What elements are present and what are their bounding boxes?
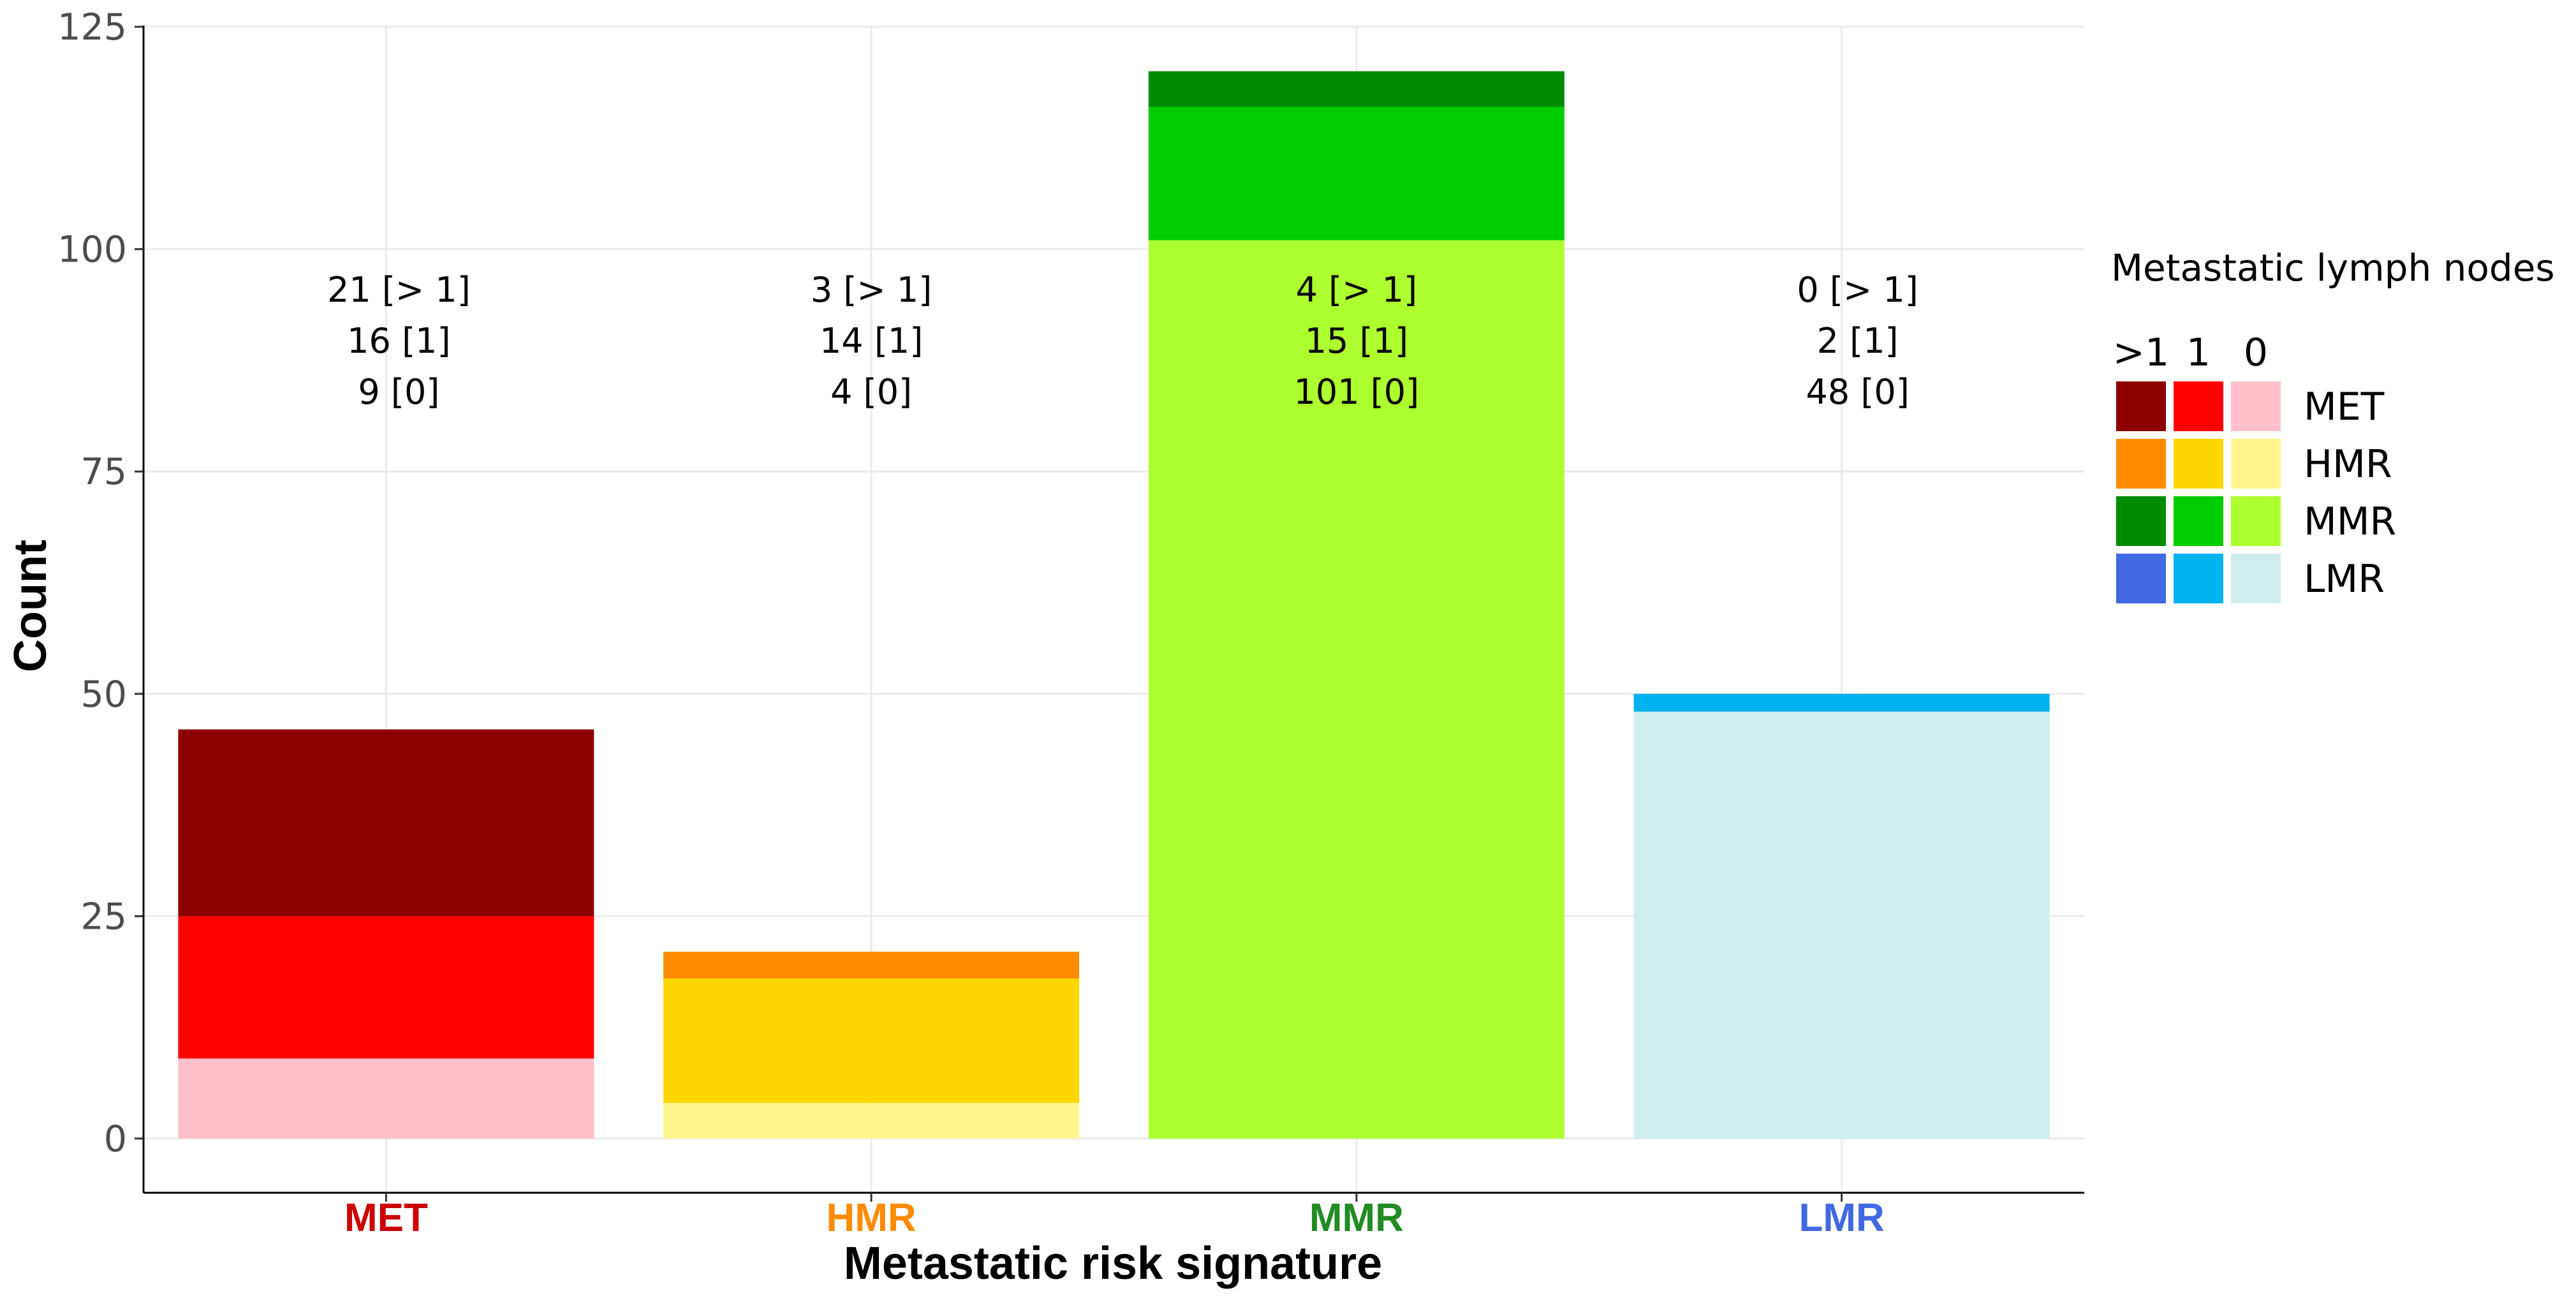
- y-tick-label: 125: [57, 6, 127, 48]
- legend-column-header: >1: [2113, 330, 2169, 375]
- bar-segment-hmr-0: [663, 1103, 1080, 1139]
- legend-label-lmr: LMR: [2304, 557, 2385, 601]
- bar-segment-mmr-gt1: [1148, 71, 1564, 107]
- count-annotation: 3 [> 1]: [811, 270, 932, 310]
- count-annotation: 101 [0]: [1294, 372, 1420, 412]
- y-tick-label: 100: [57, 229, 127, 271]
- axes: [135, 26, 2084, 1202]
- legend-column-header: 0: [2244, 330, 2268, 375]
- count-annotation: 15 [1]: [1305, 321, 1408, 361]
- count-annotation: 0 [> 1]: [1797, 270, 1918, 310]
- legend-swatch-mmr: [2116, 496, 2166, 546]
- legend-label-hmr: HMR: [2304, 442, 2392, 487]
- y-tick-label: 50: [80, 674, 127, 716]
- legend-swatch-met: [2116, 381, 2166, 431]
- bar-segment-mmr-0: [1148, 240, 1564, 1139]
- bar-segment-met-0: [178, 1058, 594, 1139]
- legend-column-header: 1: [2186, 330, 2211, 375]
- x-tick-label-lmr: LMR: [1799, 1196, 1884, 1240]
- bar-segment-hmr-gt1: [663, 952, 1080, 979]
- legend-label-met: MET: [2304, 385, 2385, 429]
- y-tick-label: 0: [104, 1118, 127, 1160]
- legend-swatch-met: [2231, 381, 2281, 431]
- count-annotation: 4 [0]: [830, 372, 912, 412]
- legend-swatch-hmr: [2174, 439, 2223, 489]
- x-tick-label-mmr: MMR: [1309, 1196, 1404, 1240]
- tick-labels: 0 25 50 75 100 125 MET HMR MMR LMR: [57, 6, 1885, 1240]
- y-tick-label: 25: [80, 896, 127, 938]
- bar-segment-hmr-1: [663, 978, 1080, 1103]
- count-annotation: 9 [0]: [358, 372, 439, 412]
- y-axis-title: Count: [5, 540, 56, 672]
- count-annotation: 14 [1]: [820, 321, 923, 361]
- y-tick-label: 75: [80, 451, 127, 493]
- legend: Metastatic lymph nodes >1 1 0 MET HMR MMR LMR: [2111, 246, 2555, 603]
- count-annotation: 21 [> 1]: [327, 270, 471, 310]
- count-annotation: 4 [> 1]: [1296, 270, 1417, 310]
- legend-label-mmr: MMR: [2304, 499, 2396, 544]
- legend-swatch-lmr: [2231, 554, 2281, 603]
- x-tick-label-hmr: HMR: [827, 1196, 916, 1240]
- count-annotation: 48 [0]: [1806, 372, 1909, 412]
- x-axis-title: Metastatic risk signature: [844, 1238, 1382, 1289]
- count-annotations: 21 [> 1] 16 [1] 9 [0] 3 [> 1] 14 [1] 4 [0] 4 […: [327, 270, 1918, 412]
- legend-swatch-mmr: [2231, 496, 2281, 546]
- bar-segment-lmr-0: [1633, 711, 2050, 1139]
- legend-title: Metastatic lymph nodes: [2111, 246, 2555, 290]
- legend-swatch-met: [2174, 381, 2223, 431]
- legend-swatch-lmr: [2116, 554, 2166, 603]
- count-annotation: 16 [1]: [347, 321, 450, 361]
- bars: [178, 71, 2050, 1139]
- legend-swatch-hmr: [2231, 439, 2281, 489]
- legend-swatch-mmr: [2174, 496, 2223, 546]
- x-tick-label-met: MET: [344, 1196, 428, 1240]
- count-annotation: 2 [1]: [1817, 321, 1899, 361]
- bar-segment-lmr-1: [1633, 693, 2050, 712]
- bar-segment-met-1: [178, 916, 594, 1059]
- bar-segment-met-gt1: [178, 729, 594, 917]
- bar-segment-mmr-1: [1148, 107, 1564, 240]
- legend-swatch-lmr: [2174, 554, 2223, 603]
- legend-swatch-hmr: [2116, 439, 2166, 489]
